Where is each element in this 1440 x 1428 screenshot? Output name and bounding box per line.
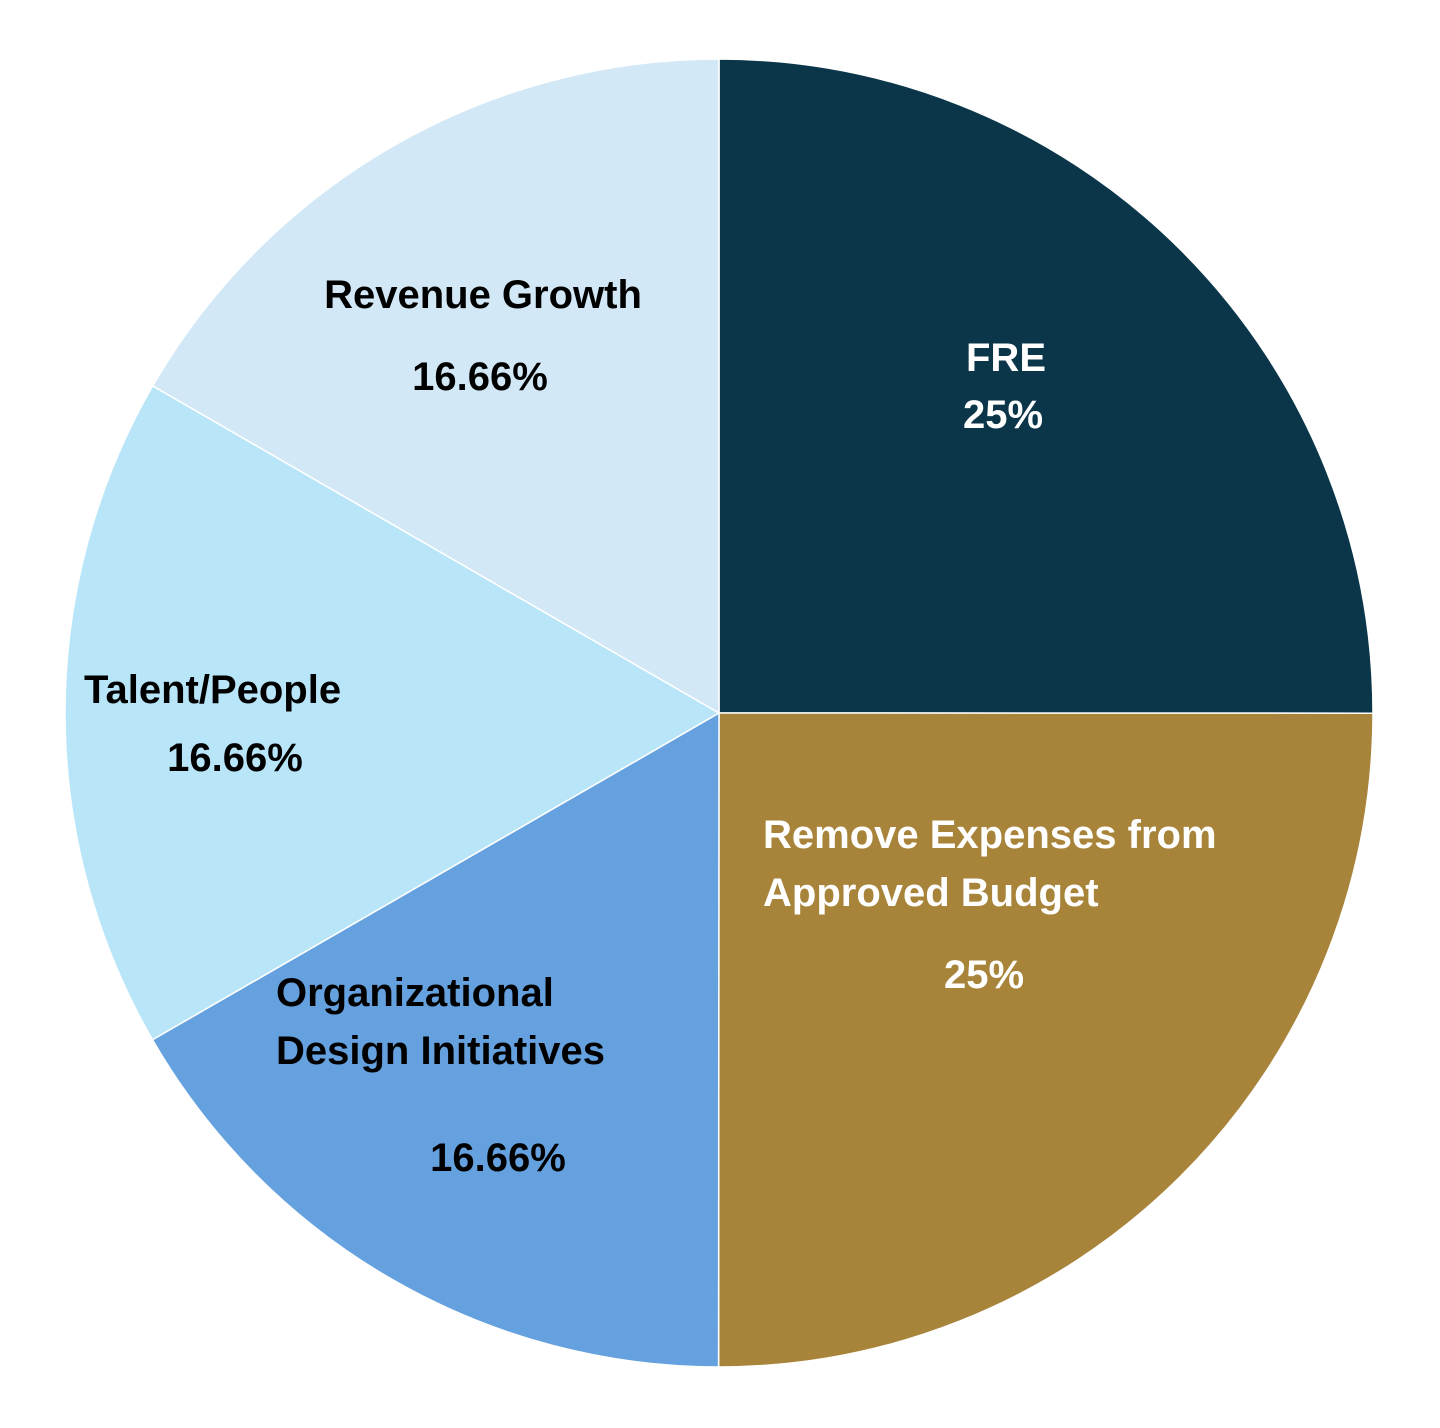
pie-slice xyxy=(151,58,720,715)
value-label: 25% xyxy=(943,953,1025,997)
value-label: 16.66% xyxy=(167,736,303,780)
value-label: 16.66% xyxy=(412,355,548,399)
value-label: 25% xyxy=(962,393,1044,437)
slice-label: FRE xyxy=(966,336,1046,380)
slice-label: Remove Expenses from Approved Budget xyxy=(763,813,1217,915)
slice-label: Revenue Growth xyxy=(324,273,642,317)
slice-label: Talent/People xyxy=(84,668,342,712)
pie-slice xyxy=(64,384,721,1041)
pie-slice xyxy=(717,712,1374,1368)
slice-label: Organizational Design Initiatives xyxy=(276,971,605,1073)
pie-slice xyxy=(151,711,720,1368)
pie-slice xyxy=(718,58,1374,714)
value-label: 16.66% xyxy=(430,1136,566,1180)
